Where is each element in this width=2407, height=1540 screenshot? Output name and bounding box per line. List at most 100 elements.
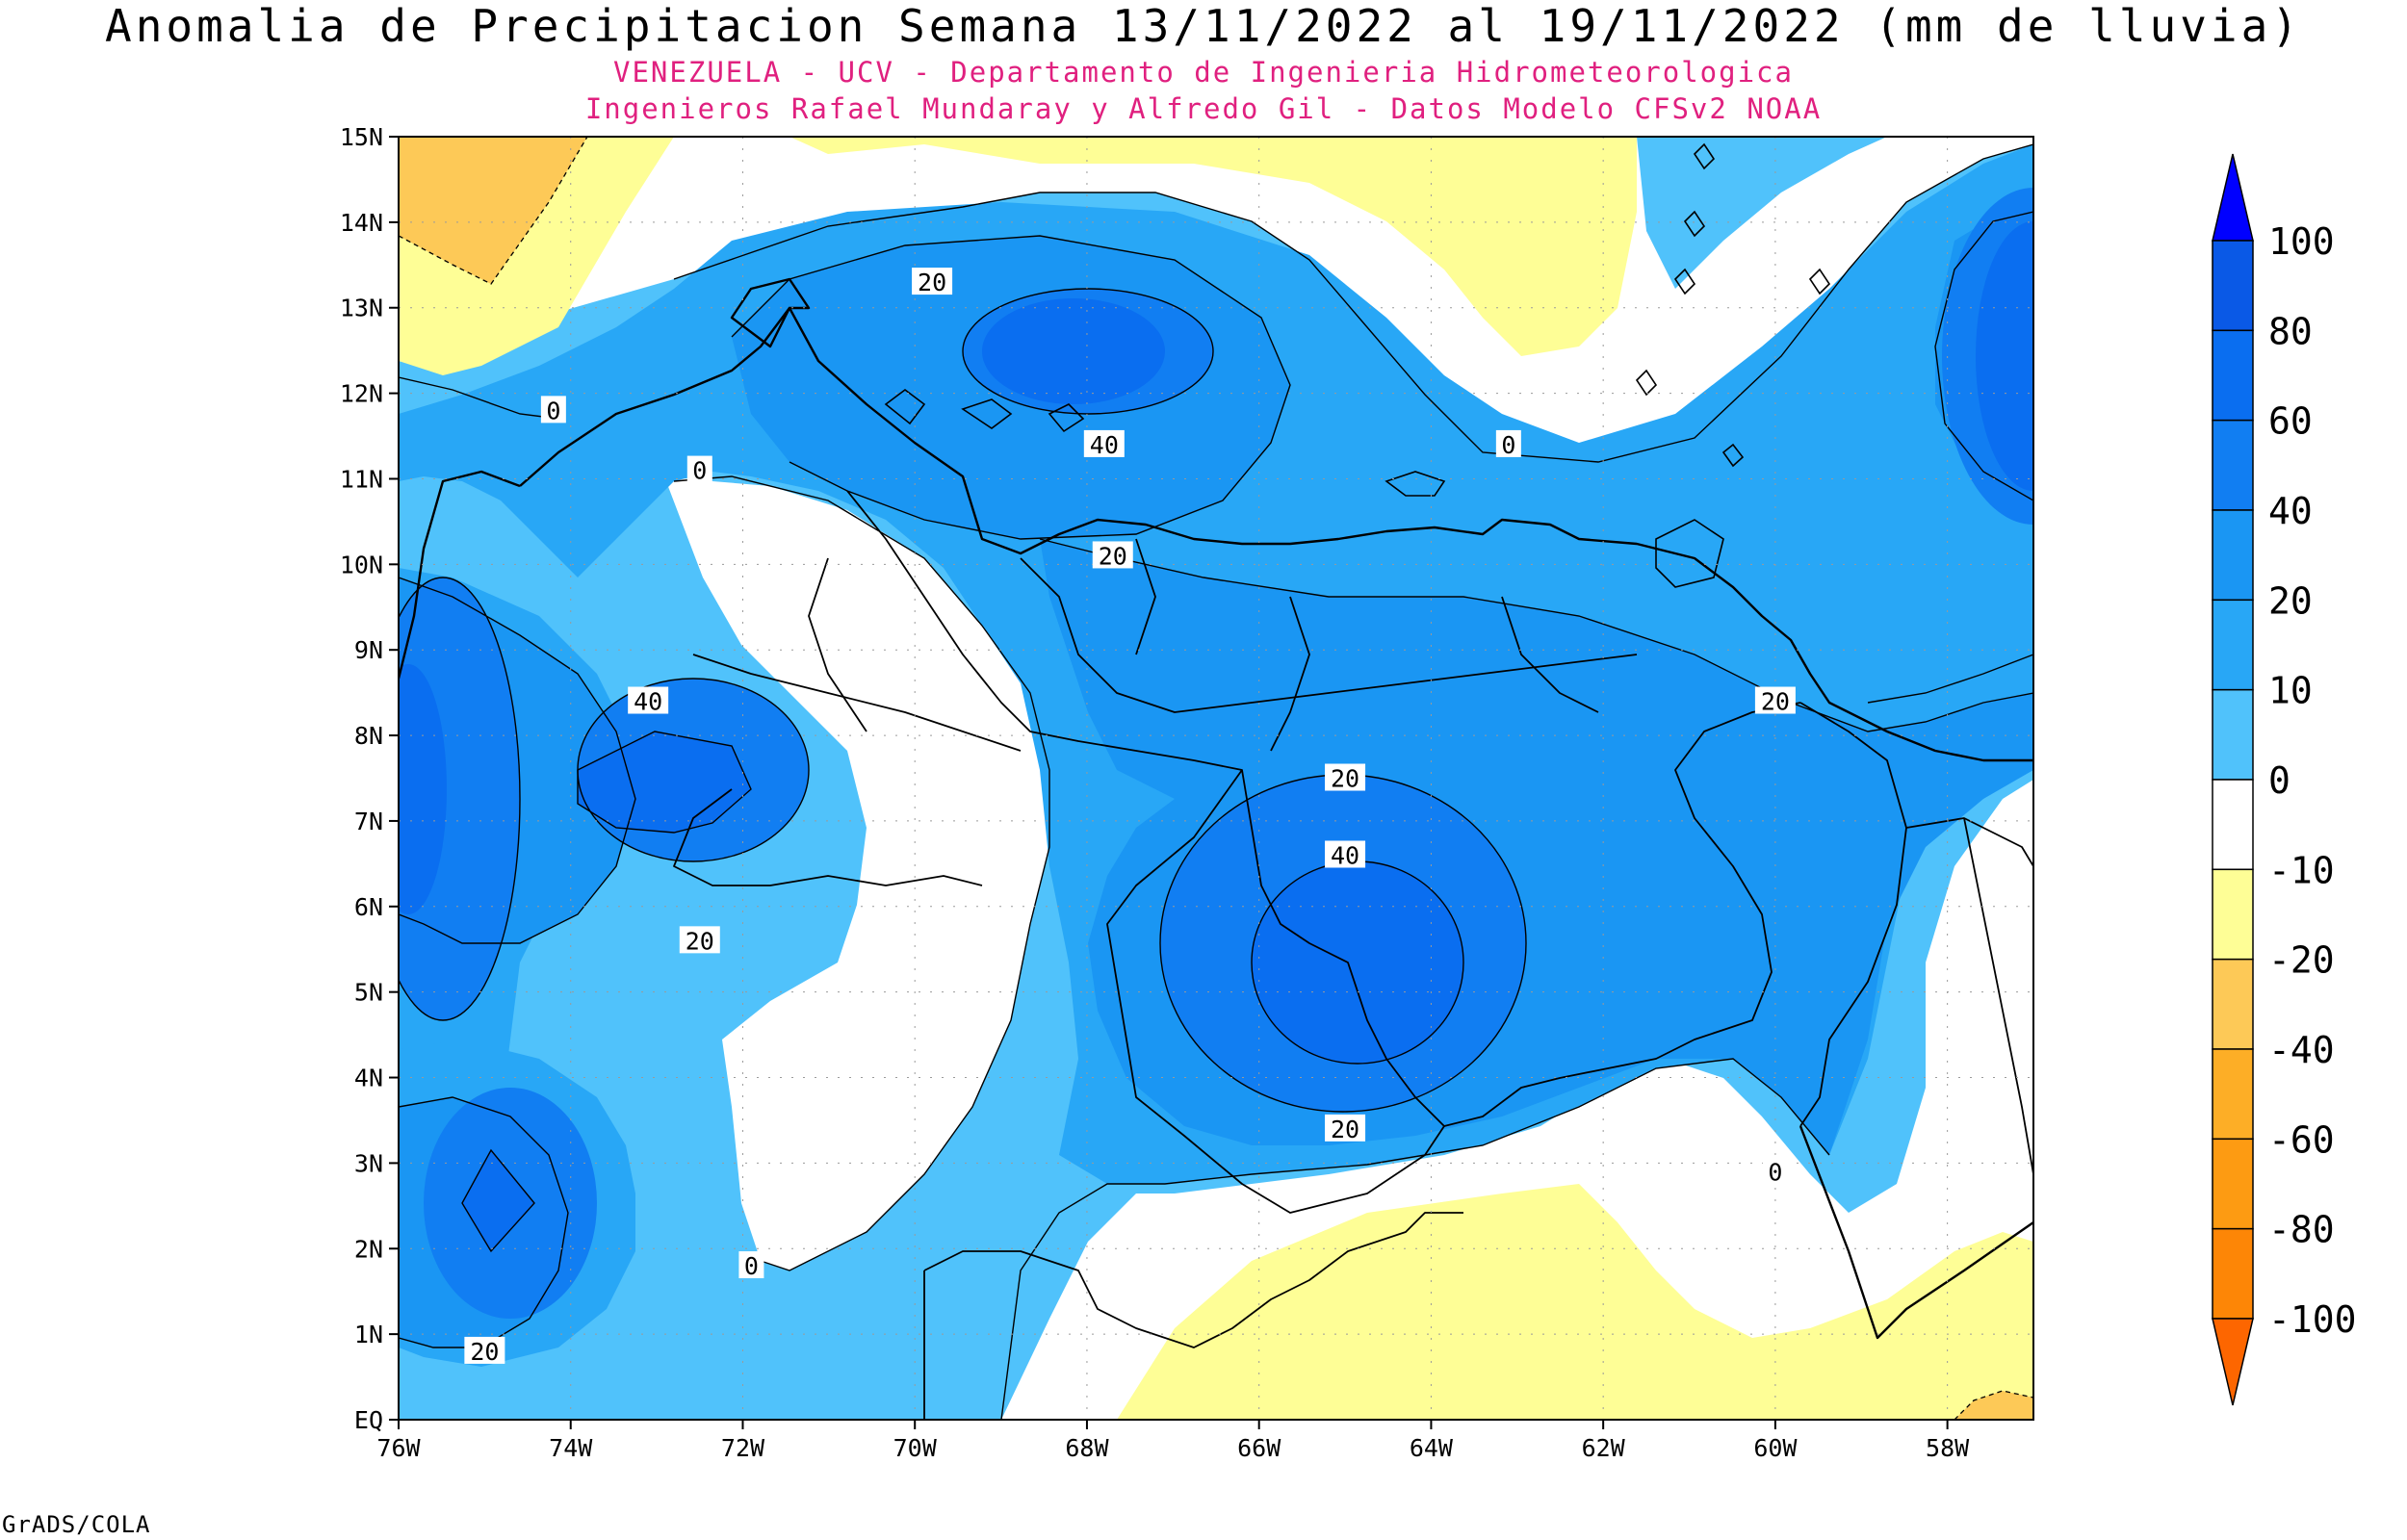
coastline-guyana-south <box>1799 1125 2033 1340</box>
island-aruba <box>884 389 926 425</box>
core-60-80-pacific <box>399 664 447 914</box>
colorbar-label: 20 <box>2268 579 2313 622</box>
y-tick-label: 15N <box>340 123 383 151</box>
contour-label-box <box>1325 840 1366 868</box>
colorbar-label: -10 <box>2268 849 2335 891</box>
x-tick-label: 76W <box>376 1434 421 1462</box>
island-margarita <box>1385 471 1446 497</box>
contour-label-box <box>912 268 953 295</box>
y-tick-label: 4N <box>354 1065 383 1092</box>
colorbar-swatch <box>2212 509 2254 602</box>
subtitle-authors: Ingenieros Rafael Mundaray y Alfredo Gil… <box>584 92 1823 125</box>
island-lesser-antilles-4 <box>1635 369 1658 397</box>
y-tick-label: 8N <box>354 722 383 750</box>
island-bonaire <box>1048 403 1085 433</box>
y-tick-label: 10N <box>340 551 383 578</box>
colorbar-label: 0 <box>2268 759 2291 802</box>
colorbar-label: 60 <box>2268 400 2313 443</box>
contour-label-box <box>1762 1157 1788 1185</box>
y-tick-label: 3N <box>354 1149 383 1177</box>
x-tick-label: 68W <box>1065 1434 1109 1462</box>
band-neg10-0-andes <box>664 476 1049 1270</box>
y-tick-label: EQ <box>354 1406 383 1434</box>
contour-20-west <box>399 577 636 944</box>
y-tick-label: 14N <box>340 209 383 237</box>
border-venezuela <box>846 490 1801 1127</box>
x-tick-label: 74W <box>549 1434 593 1462</box>
contour-label-box <box>686 455 712 483</box>
colorbar-label: 100 <box>2268 220 2335 263</box>
border-internal-6 <box>1135 538 1156 655</box>
contour-0-south <box>1000 1058 1830 1420</box>
border-internal-1 <box>673 788 983 886</box>
colorbar-swatch <box>2212 599 2254 691</box>
contour-label-box <box>1325 1114 1366 1142</box>
colorbar-swatch <box>2212 1138 2254 1230</box>
contour-labels: 20 40 20 0 0 0 40 20 20 20 40 20 0 0 20 <box>464 268 1796 1366</box>
border-internal-7 <box>808 557 867 732</box>
contour-0-west <box>399 376 559 420</box>
contour-label-box <box>1495 429 1521 457</box>
x-tick-label: 62W <box>1582 1434 1626 1462</box>
colorbar-label: 10 <box>2268 670 2313 712</box>
border-internal-2 <box>692 654 1022 752</box>
contour-label: 0 <box>546 397 560 424</box>
colorbar-swatch <box>2212 419 2254 511</box>
island-curacao <box>961 398 1013 429</box>
contour-20-southwest <box>399 1096 569 1348</box>
colorbar-label: -20 <box>2268 939 2335 982</box>
y-tick-label: 12N <box>340 380 383 408</box>
band-neg20-neg10-south <box>1117 1184 2033 1420</box>
island-lesser-antilles-2 <box>1683 210 1706 238</box>
x-tick-label: 70W <box>893 1434 938 1462</box>
contour-label: 40 <box>1090 431 1119 459</box>
border-french-guiana <box>1963 817 2033 1175</box>
x-tick-label: 60W <box>1753 1434 1798 1462</box>
colorbar-swatch <box>2212 688 2254 781</box>
coastline-guajira <box>730 277 811 348</box>
border-suriname <box>1905 817 2033 867</box>
contour-label: 40 <box>634 688 662 716</box>
contour-label-box <box>1325 763 1366 791</box>
colorbar-swatch <box>2212 1227 2254 1320</box>
band-neg40-neg20-se <box>1954 1391 2033 1420</box>
contour-label: 0 <box>1768 1158 1782 1186</box>
map-title: Anomalia de Precipitacion Semana 13/11/2… <box>105 0 2302 52</box>
island-grenada <box>1721 443 1745 468</box>
contour-label-box <box>1754 686 1796 714</box>
contour-label: 20 <box>686 927 714 955</box>
contour-label-box <box>679 926 720 954</box>
y-tick-label: 6N <box>354 893 383 921</box>
latitude-axis: EQ 1N 2N 3N 4N 5N 6N 7N 8N 9N 10N 11N 12N 13N 14N 15N <box>340 123 399 1434</box>
contour-label: 20 <box>1331 765 1359 793</box>
x-tick-label: 58W <box>1926 1434 1970 1462</box>
band-neg40-neg20-nw <box>399 137 587 284</box>
colorbar-swatch <box>2212 779 2254 871</box>
border-south <box>923 1212 1463 1348</box>
political-borders <box>673 490 2033 1420</box>
border-internal-4 <box>1270 596 1310 752</box>
contour-0-andes <box>673 475 1050 1271</box>
colorbar-label: -100 <box>2268 1298 2357 1341</box>
island-lesser-antilles-1 <box>1693 142 1716 170</box>
contour-label-box <box>1083 429 1125 457</box>
colorbar-swatch <box>2212 329 2254 422</box>
colorbar-label: 80 <box>2268 310 2313 352</box>
contour-label-box <box>464 1336 505 1364</box>
software-credit: GrADS/COLA <box>2 1511 151 1538</box>
y-tick-label: 13N <box>340 295 383 322</box>
contour-20-caribbean <box>731 235 1291 540</box>
contour-label-box <box>540 396 566 424</box>
y-tick-label: 9N <box>354 636 383 664</box>
anomaly-field: 20 40 20 0 0 0 40 20 20 20 40 20 0 0 20 <box>399 137 2033 1420</box>
contour-40-pacific <box>399 577 521 1021</box>
plot-frame <box>398 136 2034 1421</box>
longitude-axis: 76W 74W 72W 70W 68W 66W 64W 62W 60W 58W <box>376 1420 1970 1462</box>
y-tick-label: 1N <box>354 1321 383 1348</box>
island-trinidad <box>1655 519 1724 588</box>
contour-label: 20 <box>470 1338 499 1366</box>
border-internal-5 <box>1501 596 1599 713</box>
colorbar-bottom-arrow <box>2212 1318 2254 1406</box>
